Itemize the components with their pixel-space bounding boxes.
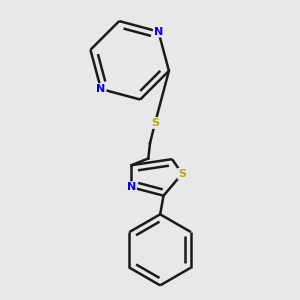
- Text: N: N: [96, 84, 106, 94]
- Text: S: S: [178, 169, 186, 179]
- Text: N: N: [127, 182, 136, 192]
- Text: N: N: [154, 27, 163, 37]
- Text: S: S: [151, 118, 159, 128]
